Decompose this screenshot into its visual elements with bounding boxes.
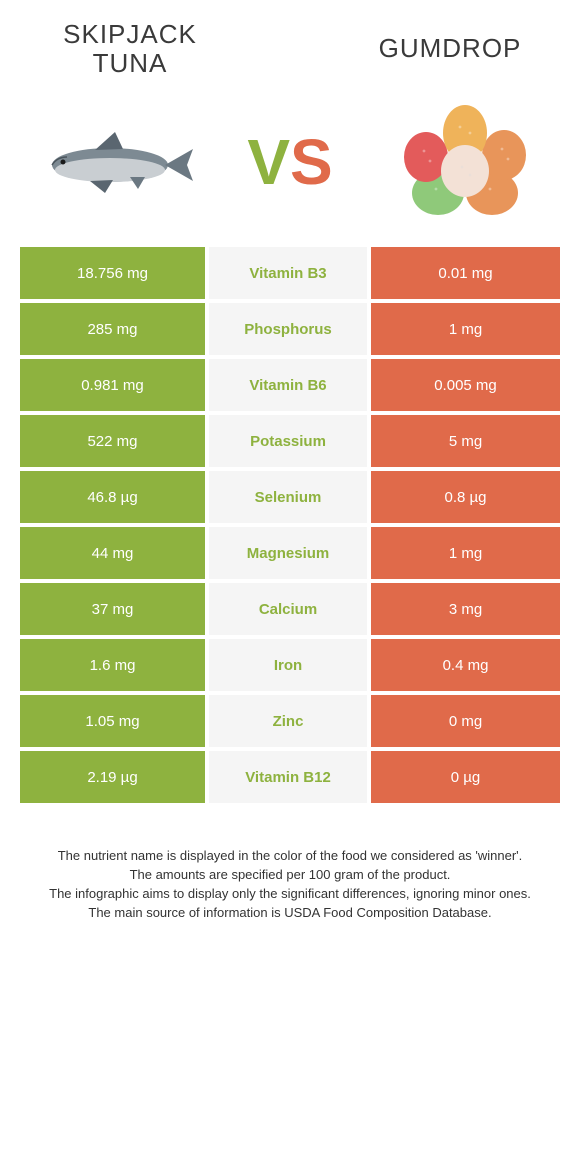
food-a-value: 0.981 mg — [20, 359, 209, 415]
footer-line-2: The amounts are specified per 100 gram o… — [30, 866, 550, 885]
gumdrop-icon — [390, 97, 540, 227]
nutrient-name: Selenium — [209, 471, 371, 527]
nutrient-name: Potassium — [209, 415, 371, 471]
nutrient-row: 522 mgPotassium5 mg — [20, 415, 560, 471]
vs-v: V — [247, 126, 290, 198]
food-a-title: SKIPJACK TUNA — [40, 20, 220, 77]
food-a-value: 37 mg — [20, 583, 209, 639]
nutrient-row: 2.19 µgVitamin B120 µg — [20, 751, 560, 807]
food-b-value: 0.4 mg — [371, 639, 560, 695]
nutrient-name: Vitamin B12 — [209, 751, 371, 807]
nutrient-name: Magnesium — [209, 527, 371, 583]
food-b-value: 0.01 mg — [371, 247, 560, 303]
nutrient-name: Vitamin B6 — [209, 359, 371, 415]
food-a-value: 285 mg — [20, 303, 209, 359]
nutrient-row: 18.756 mgVitamin B30.01 mg — [20, 247, 560, 303]
footer-line-1: The nutrient name is displayed in the co… — [30, 847, 550, 866]
nutrient-name: Iron — [209, 639, 371, 695]
food-a-value: 1.05 mg — [20, 695, 209, 751]
food-a-value: 18.756 mg — [20, 247, 209, 303]
nutrient-name: Phosphorus — [209, 303, 371, 359]
nutrient-name: Zinc — [209, 695, 371, 751]
food-b-value: 1 mg — [371, 303, 560, 359]
food-a-value: 44 mg — [20, 527, 209, 583]
nutrient-table-wrap: 18.756 mgVitamin B30.01 mg285 mgPhosphor… — [0, 247, 580, 807]
food-b-title: GUMDROP — [360, 34, 540, 63]
footer-line-3: The infographic aims to display only the… — [30, 885, 550, 904]
footer-line-4: The main source of information is USDA F… — [30, 904, 550, 923]
food-b-value: 5 mg — [371, 415, 560, 471]
nutrient-table: 18.756 mgVitamin B30.01 mg285 mgPhosphor… — [20, 247, 560, 807]
food-b-value: 1 mg — [371, 527, 560, 583]
tuna-icon — [35, 127, 195, 197]
food-a-value: 522 mg — [20, 415, 209, 471]
nutrient-row: 46.8 µgSelenium0.8 µg — [20, 471, 560, 527]
food-a-value: 1.6 mg — [20, 639, 209, 695]
footer-note: The nutrient name is displayed in the co… — [0, 807, 580, 942]
food-b-value: 3 mg — [371, 583, 560, 639]
nutrient-name: Calcium — [209, 583, 371, 639]
nutrient-row: 37 mgCalcium3 mg — [20, 583, 560, 639]
nutrient-row: 1.05 mgZinc0 mg — [20, 695, 560, 751]
nutrient-row: 285 mgPhosphorus1 mg — [20, 303, 560, 359]
nutrient-row: 1.6 mgIron0.4 mg — [20, 639, 560, 695]
vs-s: S — [290, 126, 333, 198]
food-b-value: 0.8 µg — [371, 471, 560, 527]
nutrient-row: 0.981 mgVitamin B60.005 mg — [20, 359, 560, 415]
food-a-value: 2.19 µg — [20, 751, 209, 807]
nutrient-row: 44 mgMagnesium1 mg — [20, 527, 560, 583]
header-titles: SKIPJACK TUNA GUMDROP — [0, 0, 580, 87]
food-b-value: 0 µg — [371, 751, 560, 807]
images-row: VS — [0, 87, 580, 247]
food-a-image — [30, 97, 200, 227]
food-b-value: 0.005 mg — [371, 359, 560, 415]
vs-label: VS — [247, 130, 332, 194]
food-b-image — [380, 97, 550, 227]
nutrient-name: Vitamin B3 — [209, 247, 371, 303]
food-a-value: 46.8 µg — [20, 471, 209, 527]
food-b-value: 0 mg — [371, 695, 560, 751]
